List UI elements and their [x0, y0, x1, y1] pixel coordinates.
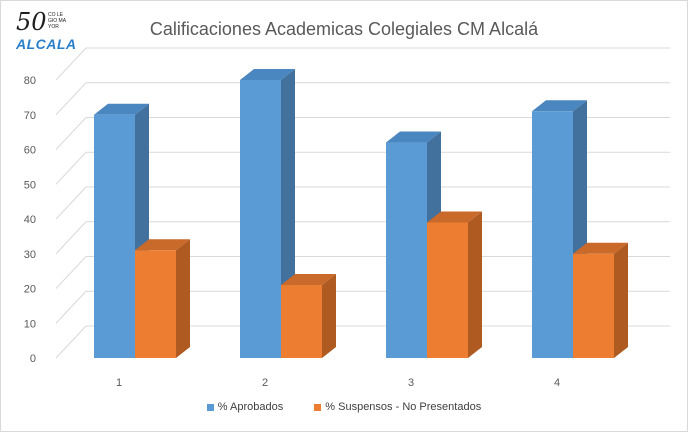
bar-suspensos [573, 253, 614, 358]
bar-suspensos-side [468, 211, 482, 358]
y-tick-label: 10 [24, 318, 36, 330]
y-tick-label: 70 [24, 110, 36, 122]
bar-suspensos-side [322, 274, 336, 358]
bar-suspensos-top [281, 274, 336, 286]
x-tick-label: 2 [262, 377, 268, 389]
gridline-side [55, 256, 87, 289]
chart-legend: % Aprobados % Suspensos - No Presentados [0, 401, 688, 414]
bar-aprobados [240, 80, 281, 358]
bar-suspensos-side [176, 239, 190, 358]
x-tick-label: 3 [408, 377, 414, 389]
bar-aprobados [386, 142, 427, 358]
bar-aprobados [532, 111, 573, 359]
gridline-side [55, 47, 87, 81]
bar-suspensos-top [135, 239, 190, 251]
y-tick-label: 50 [24, 179, 36, 191]
bar-aprobados-top [240, 69, 295, 80]
gridline-side [55, 117, 87, 150]
legend-label-suspensos: % Suspensos - No Presentados [325, 401, 482, 413]
bar-suspensos [281, 285, 322, 358]
bar-aprobados [94, 114, 135, 358]
y-tick-label: 0 [30, 353, 36, 365]
logo-small-text: CO LE GIO MA YOR [48, 12, 66, 30]
gridline-side [55, 290, 87, 324]
bar-suspensos-top [573, 242, 628, 254]
y-tick-label: 60 [24, 145, 36, 157]
legend-label-aprobados: % Aprobados [217, 401, 284, 413]
bar-suspensos [427, 222, 468, 358]
logo-number: 50 [16, 8, 47, 36]
x-tick-label: 1 [116, 377, 122, 389]
bar-suspensos [135, 250, 176, 358]
chart-title: Calificaciones Academicas Colegiales CM … [149, 19, 539, 39]
gridline-side [55, 82, 87, 116]
bar-suspensos-side [614, 242, 628, 358]
bar-suspensos-top [427, 211, 482, 223]
legend-item-aprobados: % Aprobados [206, 401, 284, 413]
gridline-side [55, 186, 87, 220]
bar-aprobados-top [532, 100, 587, 112]
y-tick-label: 80 [24, 75, 36, 87]
bar-aprobados-top [94, 103, 149, 115]
gridline-side [55, 325, 87, 359]
gridline-side [55, 221, 87, 255]
y-tick-label: 30 [24, 249, 36, 261]
y-tick-label: 40 [24, 214, 36, 226]
legend-item-suspensos: % Suspensos - No Presentados [314, 401, 481, 413]
bar-aprobados-top [386, 131, 441, 143]
colegio-mayor-logo: 50 CO LE GIO MA YOR ALCALA [14, 8, 77, 54]
gridline-side [55, 151, 87, 185]
legend-swatch-aprobados [206, 403, 214, 411]
legend-swatch-suspensos [314, 403, 322, 411]
x-tick-label: 4 [554, 377, 560, 389]
logo-word: ALCALA [16, 36, 77, 52]
y-tick-label: 20 [24, 284, 36, 296]
